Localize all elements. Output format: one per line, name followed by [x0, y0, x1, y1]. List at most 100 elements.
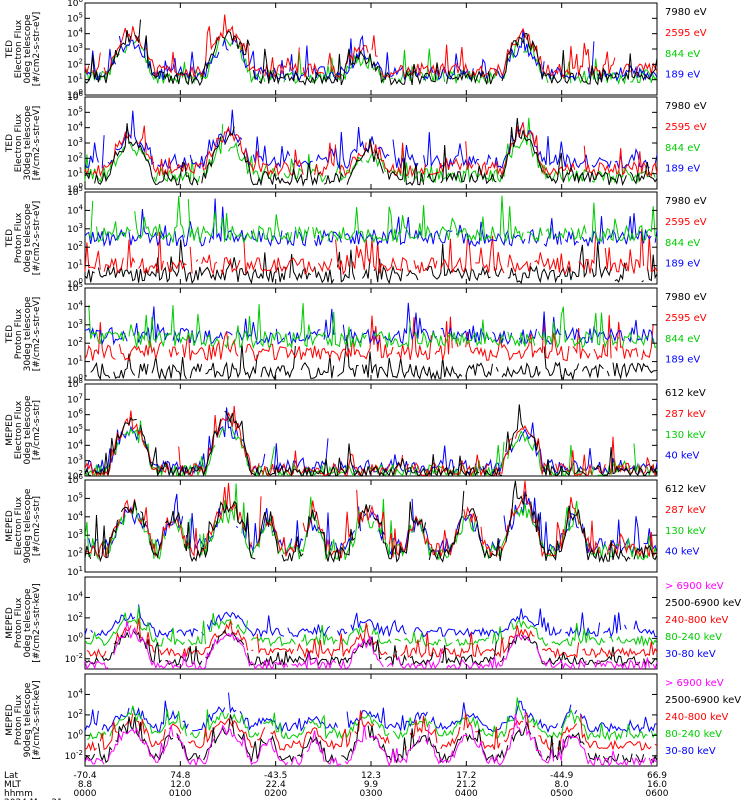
x-tick-label: -44.9: [550, 771, 574, 781]
series-line: [84, 629, 658, 667]
y-tick-label: 10-2: [65, 652, 83, 665]
y-tick-label: 104: [67, 590, 83, 603]
y-tick-label: 10-2: [65, 749, 83, 762]
y-tick-label: 102: [67, 240, 83, 253]
legend-entry: > 6900 keV: [665, 678, 724, 689]
y-axis-label: 0deg telescope: [23, 14, 33, 84]
y-axis-label: TED: [5, 40, 15, 59]
x-axis-row-label: 2024 May 31: [4, 798, 63, 800]
y-tick-label: 102: [67, 469, 83, 482]
y-tick-label: 105: [67, 281, 83, 294]
legend-entry: 2595 eV: [665, 313, 707, 324]
y-tick-label: 106: [67, 90, 83, 103]
y-axis-label: [#/cm2-s-str-keV]: [32, 680, 42, 759]
y-tick-label: 104: [67, 438, 83, 451]
y-axis-label: TED: [5, 229, 15, 248]
y-axis-label: Electron Flux: [14, 113, 24, 172]
y-tick-label: 102: [67, 57, 83, 70]
x-tick-label: 8.0: [555, 780, 570, 790]
panel-frame: [84, 479, 658, 573]
x-tick-label: 12.0: [170, 780, 190, 790]
y-axis-label: TED: [5, 134, 15, 153]
y-tick-label: 100: [67, 373, 83, 386]
y-tick-label: 101: [67, 355, 83, 368]
x-tick-label: 0500: [550, 789, 573, 799]
legend-entry: 40 keV: [665, 547, 699, 558]
legend-entry: 7980 eV: [665, 196, 707, 207]
y-tick-label: 102: [67, 151, 83, 164]
legend-entry: 844 eV: [665, 49, 700, 60]
series-line: [85, 315, 657, 360]
y-tick-label: 103: [67, 222, 83, 235]
y-axis-label: Proton Flux: [14, 212, 24, 263]
legend-entry: 80-240 keV: [665, 729, 722, 740]
legend-entry: 844 eV: [665, 238, 700, 249]
y-tick-label: 104: [67, 121, 83, 134]
y-tick-label: 101: [67, 73, 83, 86]
legend-entry: 287 keV: [665, 505, 706, 516]
legend-entry: 612 keV: [665, 484, 706, 495]
series-line: [84, 405, 658, 478]
y-tick-label: 103: [67, 318, 83, 331]
y-tick-label: 103: [67, 42, 83, 55]
panel-7: 10-2 100 102 104 MEPED Proton Flux 0deg telesc…: [5, 576, 741, 671]
x-tick-label: 0000: [74, 789, 97, 799]
legend-entry: > 6900 keV: [665, 581, 724, 592]
x-tick-label: 66.9: [647, 771, 667, 781]
x-axis-row-label: hhmm: [4, 789, 33, 799]
y-tick-label: 101: [67, 259, 83, 272]
y-axis-label: 0deg telescope: [23, 588, 33, 658]
y-tick-label: 105: [67, 185, 83, 198]
series-line: [84, 19, 658, 87]
panel-8: 10-2 100 102 104 MEPED Proton Flux 90deg teles…: [5, 673, 741, 767]
legend-entry: 7980 eV: [665, 101, 707, 112]
y-tick-label: 100: [67, 728, 83, 741]
series-line: [84, 14, 658, 79]
y-tick-label: 106: [67, 473, 83, 486]
y-tick-label: 100: [67, 277, 83, 290]
y-tick-label: 102: [67, 708, 83, 721]
x-tick-label: 0200: [264, 789, 287, 799]
y-axis-label: Proton Flux: [14, 694, 24, 745]
y-tick-label: 100: [67, 631, 83, 644]
legend-entry: 40 keV: [665, 451, 699, 462]
series-line: [86, 697, 658, 742]
y-axis-label: [#/cm2-s-str-eV]: [32, 297, 42, 372]
y-tick-label: 102: [67, 547, 83, 560]
x-tick-label: -70.4: [73, 771, 97, 781]
y-tick-label: 104: [67, 299, 83, 312]
x-tick-label: 22.4: [266, 780, 286, 790]
legend-entry: 287 keV: [665, 409, 706, 420]
y-tick-label: 102: [67, 611, 83, 624]
legend-entry: 189 eV: [665, 164, 700, 175]
legend-entry: 130 keV: [665, 430, 706, 441]
legend-entry: 30-80 keV: [665, 746, 716, 757]
y-axis-label: Electron Flux: [14, 400, 24, 459]
y-axis-label: 90deg telescope: [23, 488, 33, 563]
legend-entry: 240-800 keV: [665, 615, 729, 626]
series-line: [84, 229, 658, 276]
panel-4: 100 101 102 103 104 105 TED Proton Flux 30deg te…: [5, 281, 707, 386]
panel-2: 100 101 102 103 104 105 106 TED Electron Flux 30d…: [5, 90, 707, 195]
x-tick-label: 8.8: [78, 780, 93, 790]
y-tick-label: 105: [67, 491, 83, 504]
legend-entry: 2500-6900 keV: [665, 598, 741, 609]
y-axis-label: 0deg telescope: [23, 203, 33, 273]
legend-entry: 7980 eV: [665, 292, 707, 303]
y-tick-label: 105: [67, 423, 83, 436]
series-line: [84, 118, 658, 187]
y-tick-label: 105: [67, 105, 83, 118]
y-axis-label: [#/cm2-s-str-eV]: [32, 201, 42, 276]
x-tick-label: 9.9: [364, 780, 379, 790]
legend-entry: 30-80 keV: [665, 649, 716, 660]
legend-entry: 844 eV: [665, 143, 700, 154]
legend-entry: 80-240 keV: [665, 632, 722, 643]
y-axis-label: MEPED: [5, 414, 15, 446]
y-axis-label: [#/cm2-s-str-eV]: [32, 106, 42, 181]
y-tick-label: 103: [67, 454, 83, 467]
y-tick-label: 104: [67, 27, 83, 40]
y-tick-label: 106: [67, 408, 83, 421]
x-tick-label: 0300: [360, 789, 383, 799]
